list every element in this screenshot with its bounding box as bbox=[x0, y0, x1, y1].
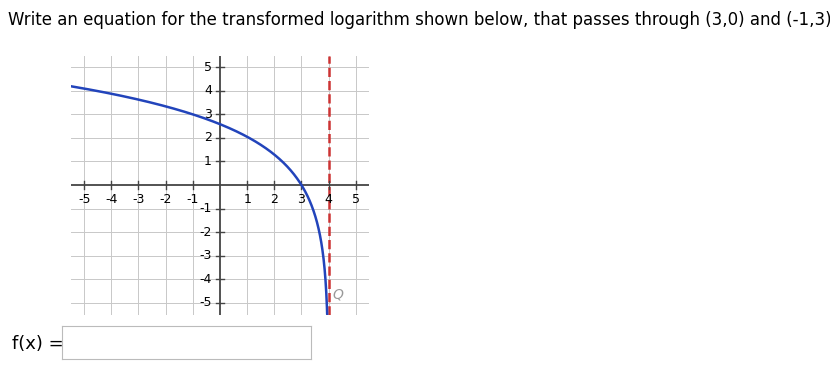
Text: -2: -2 bbox=[199, 226, 212, 239]
Text: -4: -4 bbox=[105, 193, 118, 206]
Text: -3: -3 bbox=[199, 249, 212, 262]
Text: 5: 5 bbox=[204, 61, 212, 74]
Text: -1: -1 bbox=[187, 193, 199, 206]
Text: 4: 4 bbox=[325, 193, 333, 206]
Text: f(x) =: f(x) = bbox=[12, 335, 64, 353]
Text: -3: -3 bbox=[132, 193, 144, 206]
Text: 1: 1 bbox=[204, 155, 212, 168]
Text: -5: -5 bbox=[78, 193, 90, 206]
Text: -5: -5 bbox=[199, 296, 212, 309]
Text: 3: 3 bbox=[297, 193, 305, 206]
Text: 5: 5 bbox=[352, 193, 359, 206]
Text: Write an equation for the transformed logarithm shown below, that passes through: Write an equation for the transformed lo… bbox=[8, 11, 830, 29]
Text: 2: 2 bbox=[204, 131, 212, 144]
Text: 2: 2 bbox=[271, 193, 278, 206]
Text: 4: 4 bbox=[204, 84, 212, 97]
Text: Q: Q bbox=[333, 287, 344, 302]
Text: -4: -4 bbox=[199, 273, 212, 286]
Text: 3: 3 bbox=[204, 108, 212, 121]
Text: -2: -2 bbox=[159, 193, 172, 206]
Text: -1: -1 bbox=[199, 202, 212, 215]
Text: 1: 1 bbox=[243, 193, 251, 206]
